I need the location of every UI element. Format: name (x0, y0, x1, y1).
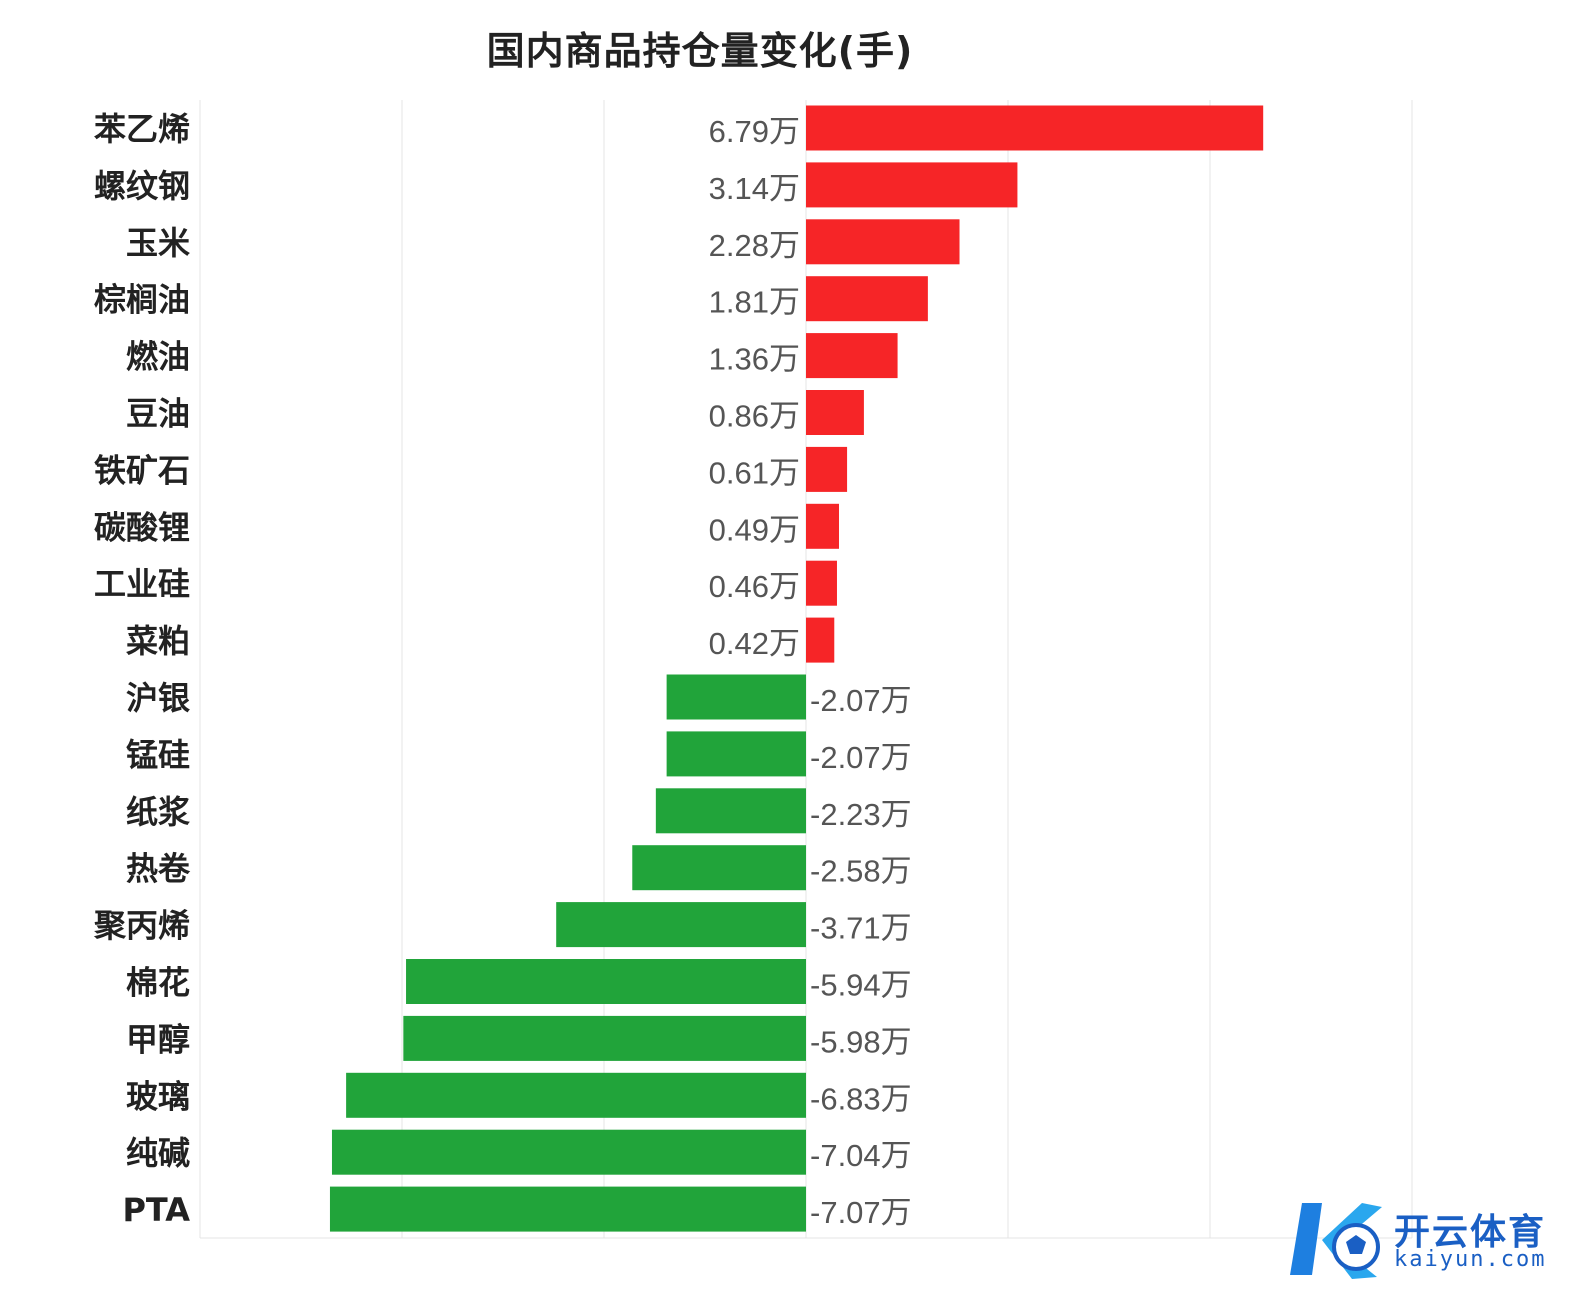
category-labels: 苯乙烯螺纹钢玉米棕榈油燃油豆油铁矿石碳酸锂工业硅菜粕沪银锰硅纸浆热卷聚丙烯棉花甲… (93, 110, 191, 1229)
data-label: 0.46万 (709, 569, 800, 604)
category-label: 玻璃 (126, 1077, 190, 1115)
category-label: 铁矿石 (94, 451, 190, 489)
data-label: -5.98万 (810, 1024, 912, 1059)
kaiyun-logo: 开云体育 kaiyun.com (1282, 1195, 1562, 1285)
bar-19 (331, 1129, 806, 1175)
data-label: 2.28万 (709, 228, 800, 263)
bar-5 (806, 333, 898, 379)
data-label: 0.49万 (709, 512, 800, 547)
bar-10 (806, 617, 835, 663)
category-label: 纯碱 (126, 1134, 190, 1172)
category-label: 棕榈油 (94, 281, 190, 319)
data-label: -5.94万 (810, 968, 912, 1003)
bar-18 (346, 1072, 806, 1118)
category-label: PTA (122, 1191, 190, 1229)
data-label: -7.07万 (810, 1195, 912, 1230)
bar-9 (806, 560, 837, 606)
category-label: 热卷 (126, 850, 191, 888)
category-label: 菜粕 (126, 622, 190, 660)
category-label: 玉米 (126, 224, 190, 262)
category-label: 纸浆 (126, 793, 190, 831)
bar-1 (806, 105, 1264, 151)
kaiyun-logo-icon (1290, 1203, 1382, 1279)
data-label: -6.83万 (810, 1081, 912, 1116)
category-label: 棉花 (126, 964, 190, 1002)
kaiyun-logo-domain: kaiyun.com (1394, 1247, 1547, 1272)
bar-12 (666, 731, 806, 777)
bar-15 (556, 902, 806, 948)
data-labels: 6.79万 3.14万 2.28万 1.81万 1.36万 0.86万 0.61万 0.49万… (709, 114, 912, 1230)
bar-14 (632, 845, 806, 891)
bar-6 (806, 390, 864, 435)
category-label: 碳酸锂 (94, 508, 190, 546)
bar-11 (666, 674, 806, 720)
kaiyun-logo-text: 开云体育 (1394, 1212, 1547, 1253)
category-label: 甲醇 (126, 1020, 190, 1058)
data-label: -2.58万 (810, 854, 912, 889)
data-label: 0.42万 (709, 626, 800, 661)
data-label: -2.07万 (810, 683, 912, 718)
data-label: 0.61万 (709, 455, 800, 490)
data-label: -3.71万 (810, 911, 912, 946)
gridlines (199, 100, 1413, 1239)
category-label: 豆油 (126, 395, 190, 433)
data-label: 1.81万 (709, 285, 800, 320)
bar-16 (406, 959, 806, 1004)
bar-2 (806, 162, 1018, 208)
data-label: 1.36万 (709, 342, 800, 377)
chart-title: 国内商品持仓量变化(手) (486, 29, 914, 73)
data-label: -2.23万 (810, 797, 912, 832)
data-label: -7.04万 (810, 1138, 912, 1173)
category-label: 工业硅 (94, 565, 190, 603)
bars (329, 105, 1264, 1232)
data-label: 6.79万 (709, 114, 800, 149)
data-label: 3.14万 (709, 171, 800, 206)
category-label: 螺纹钢 (94, 167, 190, 205)
bar-17 (403, 1015, 806, 1061)
category-label: 燃油 (126, 338, 190, 376)
bar-13 (655, 788, 806, 834)
category-label: 聚丙烯 (93, 907, 190, 945)
category-label: 锰硅 (126, 736, 190, 774)
bar-4 (806, 276, 928, 322)
data-label: 0.86万 (709, 399, 800, 434)
data-label: -2.07万 (810, 740, 912, 775)
category-label: 苯乙烯 (94, 110, 190, 148)
bar-20 (329, 1186, 806, 1232)
bar-8 (806, 503, 839, 549)
bar-7 (806, 446, 848, 492)
bar-3 (806, 219, 960, 265)
category-label: 沪银 (126, 679, 190, 717)
